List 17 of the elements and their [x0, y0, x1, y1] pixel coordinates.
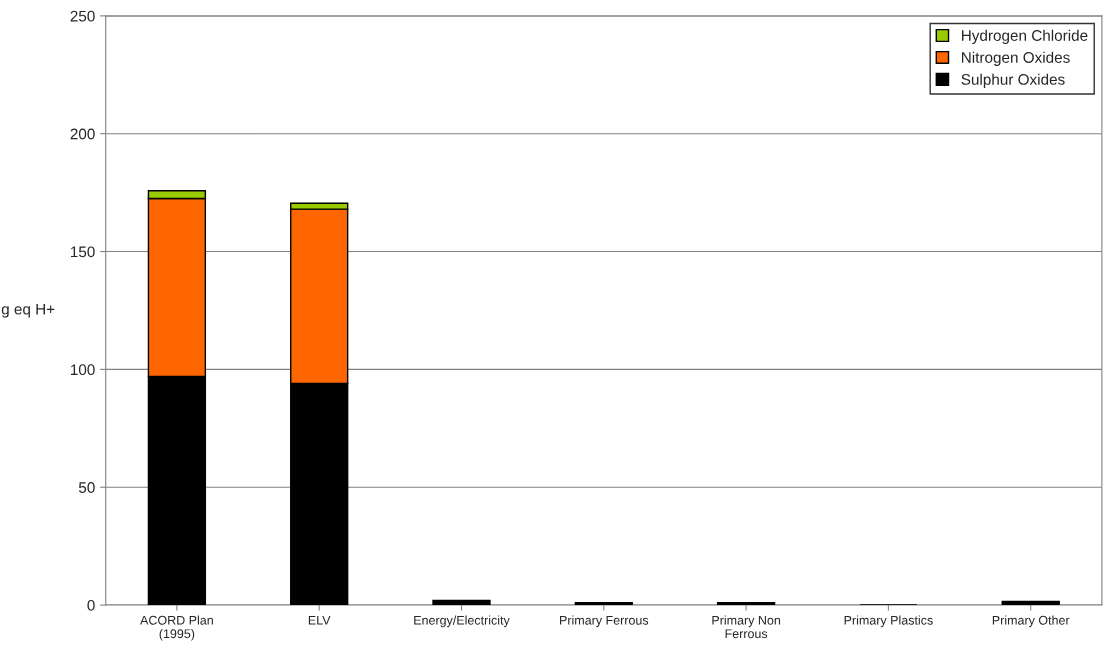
x-tick-label: Primary Ferrous: [560, 615, 649, 628]
x-tick-label: ACORD Plan (1995): [140, 615, 213, 641]
y-axis-title: g eq H+: [1, 303, 55, 318]
y-tick-label: 50: [78, 482, 95, 493]
y-tick-label: 0: [87, 599, 95, 611]
x-tick-label: ELV: [308, 615, 331, 625]
legend-label: Sulphur Oxides: [961, 73, 1065, 88]
x-tick-label: Primary Plastics: [844, 615, 933, 628]
y-tick-label: 200: [70, 128, 95, 140]
x-tick-label: Energy/Electricity: [414, 615, 510, 628]
y-tick-label: 150: [71, 246, 95, 258]
legend-label: Hydrogen Chloride: [962, 29, 1088, 44]
y-tick-label: 250: [70, 10, 95, 22]
x-tick-label: Primary Non Ferrous: [712, 615, 781, 639]
legend-label: Nitrogen Oxides: [962, 51, 1070, 66]
y-tick-label: 100: [71, 364, 95, 376]
x-tick-label: Primary Other: [992, 615, 1070, 628]
